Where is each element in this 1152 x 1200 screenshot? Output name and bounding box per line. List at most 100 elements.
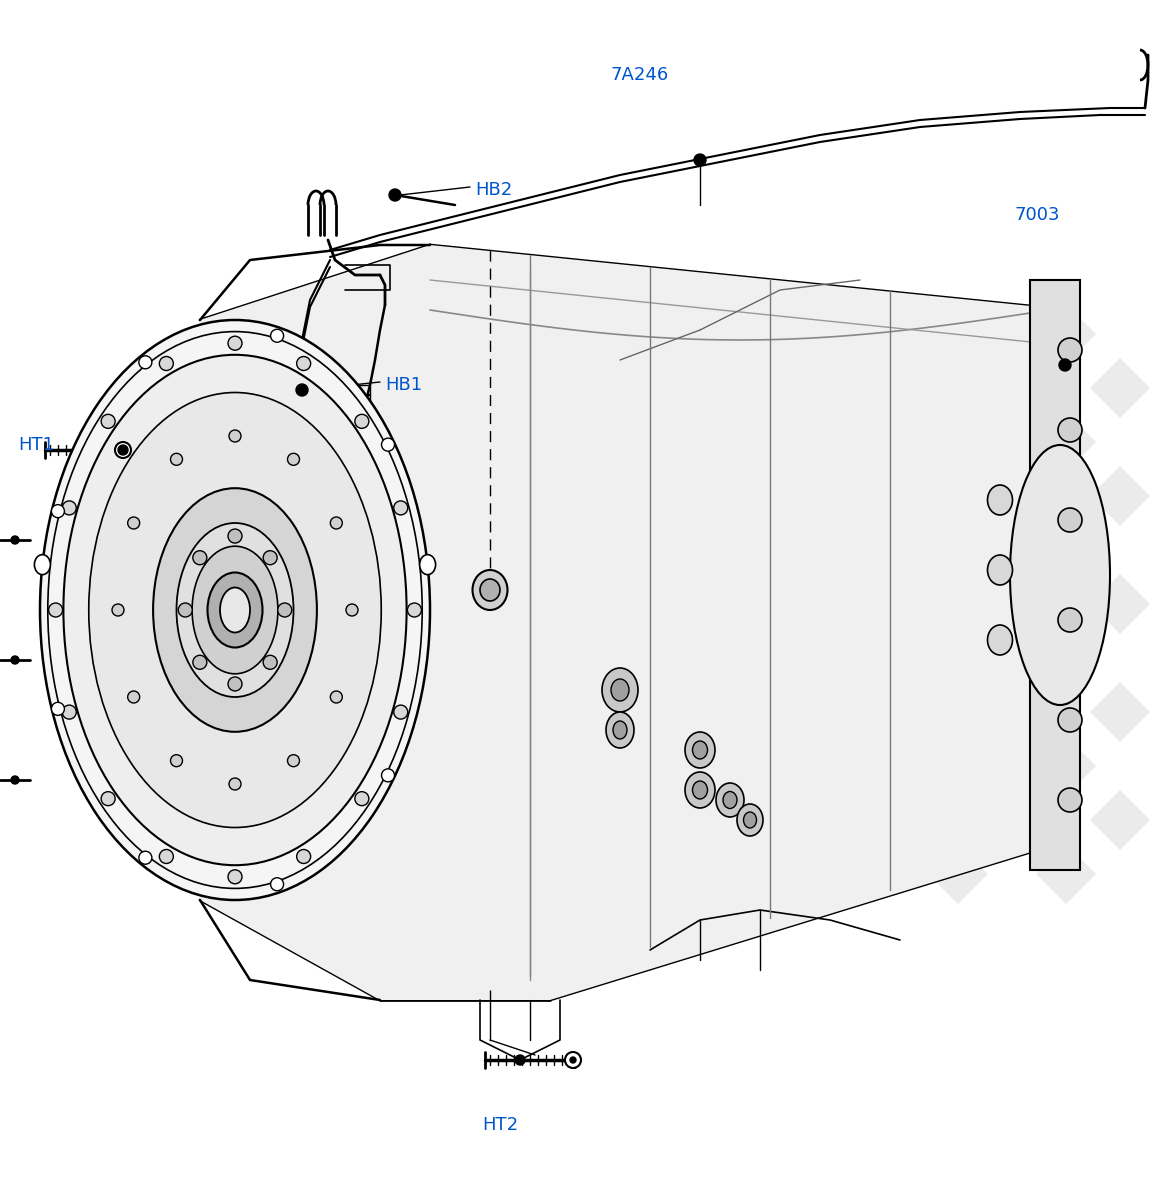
Circle shape [12,536,18,544]
Circle shape [263,551,278,565]
Ellipse shape [153,488,317,732]
Polygon shape [604,628,664,688]
Circle shape [1058,608,1082,632]
Polygon shape [712,736,772,796]
Ellipse shape [381,769,394,782]
Polygon shape [1036,412,1096,472]
Polygon shape [1036,520,1096,580]
Text: HB1: HB1 [385,376,422,394]
Polygon shape [982,358,1043,418]
Ellipse shape [62,500,76,515]
Polygon shape [874,682,934,742]
Ellipse shape [35,554,51,575]
Ellipse shape [987,625,1013,655]
Circle shape [389,188,401,200]
Circle shape [120,446,126,452]
Polygon shape [658,790,718,850]
Polygon shape [497,844,556,904]
Polygon shape [442,358,502,418]
Ellipse shape [52,505,65,517]
Circle shape [12,656,18,664]
Circle shape [1059,359,1071,371]
Circle shape [515,1055,525,1066]
Polygon shape [1036,844,1096,904]
Polygon shape [820,736,880,796]
Polygon shape [550,466,611,526]
Ellipse shape [112,604,124,616]
Polygon shape [874,466,934,526]
Polygon shape [929,520,988,580]
Circle shape [118,445,128,455]
Ellipse shape [611,679,629,701]
Polygon shape [929,844,988,904]
Ellipse shape [297,356,311,371]
Ellipse shape [419,554,435,575]
Polygon shape [820,628,880,688]
Polygon shape [658,358,718,418]
Circle shape [179,602,192,617]
Ellipse shape [737,804,763,836]
Ellipse shape [472,570,508,610]
Polygon shape [550,790,611,850]
Ellipse shape [288,755,300,767]
Circle shape [228,677,242,691]
Ellipse shape [685,732,715,768]
Ellipse shape [331,691,342,703]
Text: auto parts: auto parts [366,680,593,719]
Polygon shape [604,412,664,472]
Polygon shape [442,574,502,634]
Polygon shape [766,682,826,742]
Ellipse shape [717,782,744,817]
Ellipse shape [987,485,1013,515]
Ellipse shape [606,712,634,748]
Polygon shape [1090,574,1150,634]
Ellipse shape [613,721,627,739]
Polygon shape [497,412,556,472]
Polygon shape [929,304,988,364]
Polygon shape [712,304,772,364]
Ellipse shape [394,706,408,719]
Polygon shape [658,682,718,742]
Polygon shape [497,628,556,688]
Polygon shape [442,466,502,526]
Polygon shape [550,682,611,742]
Ellipse shape [355,792,369,805]
Polygon shape [1090,682,1150,742]
Polygon shape [820,304,880,364]
Ellipse shape [228,870,242,883]
Circle shape [694,154,706,166]
Ellipse shape [207,572,263,648]
Ellipse shape [170,454,182,466]
Circle shape [1058,708,1082,732]
Polygon shape [604,844,664,904]
Ellipse shape [408,602,422,617]
Polygon shape [658,466,718,526]
Ellipse shape [192,546,278,673]
Ellipse shape [229,430,241,442]
Polygon shape [658,574,718,634]
Ellipse shape [101,792,115,805]
Polygon shape [766,574,826,634]
Polygon shape [982,574,1043,634]
Polygon shape [874,574,934,634]
Ellipse shape [159,356,173,371]
Ellipse shape [297,850,311,864]
Ellipse shape [331,517,342,529]
Polygon shape [982,790,1043,850]
Ellipse shape [220,588,250,632]
Ellipse shape [1010,445,1111,704]
Circle shape [1058,788,1082,812]
Ellipse shape [987,554,1013,584]
Circle shape [1058,508,1082,532]
Polygon shape [200,245,1070,1000]
Ellipse shape [62,706,76,719]
Polygon shape [874,790,934,850]
Ellipse shape [176,523,294,697]
Ellipse shape [229,778,241,790]
Circle shape [278,602,291,617]
Polygon shape [929,412,988,472]
Polygon shape [766,358,826,418]
Ellipse shape [271,877,283,890]
Ellipse shape [692,781,707,799]
Circle shape [296,384,308,396]
